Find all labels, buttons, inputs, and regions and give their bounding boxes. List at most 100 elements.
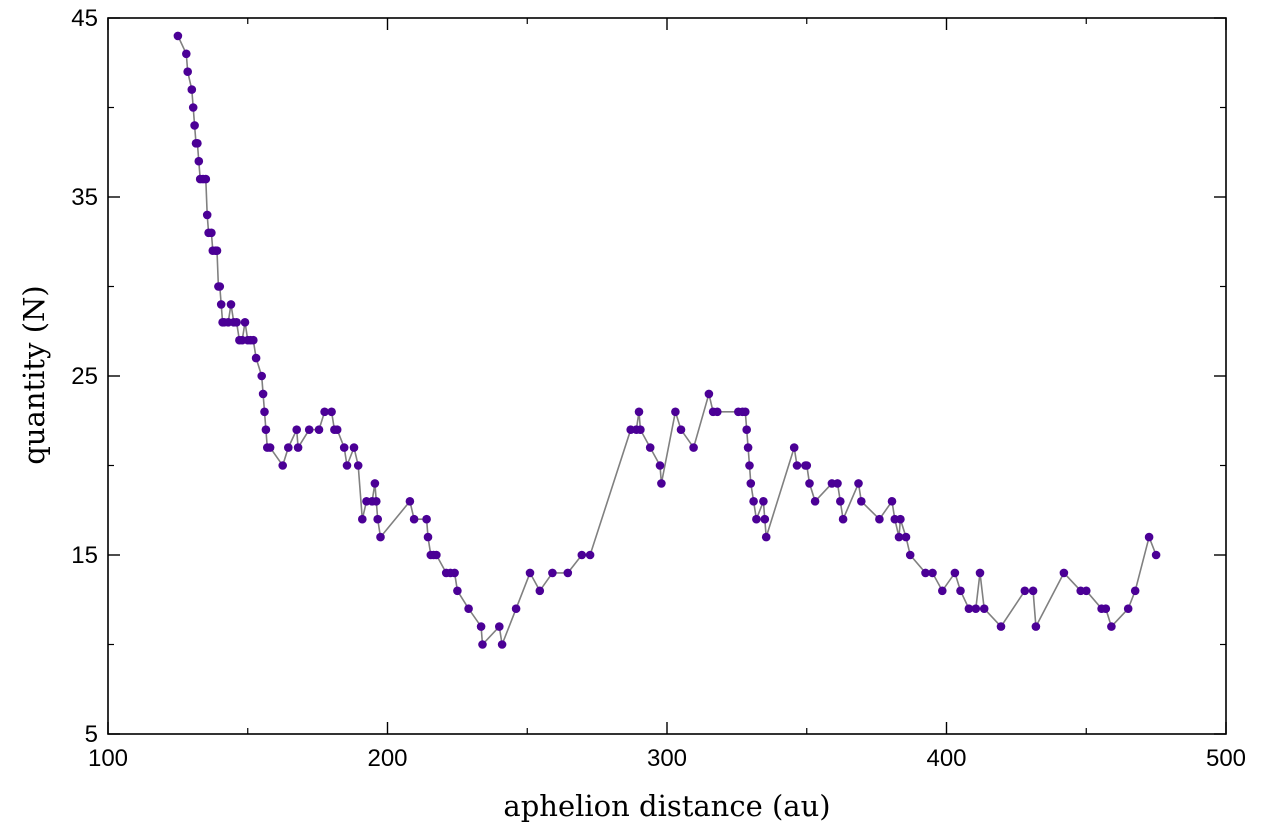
data-point [655,461,665,470]
data-point [741,407,750,417]
data-point [1107,622,1116,631]
data-point [854,479,863,488]
data-point [742,425,751,435]
data-point [187,85,197,94]
data-point [810,497,820,506]
data-point [332,425,342,435]
data-point [339,443,349,452]
data-point [476,622,486,631]
data-points [173,31,1161,649]
data-point [585,550,595,560]
data-point [292,425,302,435]
data-point [372,497,381,506]
x-tick-label: 300 [647,745,687,772]
data-point [887,497,897,506]
data-point [464,604,473,613]
x-tick-label: 200 [367,745,407,772]
data-point [497,640,507,649]
data-point [1151,550,1161,560]
data-point [752,514,761,524]
data-point [342,461,352,470]
y-tick-label: 25 [71,363,98,390]
data-point [353,461,363,470]
data-point [226,300,236,309]
data-point [478,640,487,649]
data-point [240,318,250,327]
data-point [689,443,698,452]
data-point [216,300,226,309]
data-point [358,514,367,524]
data-point [314,425,324,435]
data-point [251,353,261,363]
data-point [636,425,645,435]
data-point [938,586,947,596]
data-point [746,479,756,488]
data-point [921,568,930,578]
data-point [182,49,191,59]
data-point [548,568,557,578]
plot-frame [107,17,1227,735]
data-point [207,228,216,238]
x-tick-label: 500 [1206,745,1246,772]
y-tick-label: 45 [71,5,98,32]
x-tick-labels: 100 200 300 400 500 [88,745,1246,772]
x-tick-label: 100 [88,745,128,772]
data-point [495,622,504,631]
data-point [1082,586,1091,596]
data-point [996,622,1006,631]
data-point [265,443,275,452]
data-point [894,532,904,542]
data-point [405,497,415,506]
data-point [212,246,222,255]
data-point [293,443,303,452]
data-point [1123,604,1133,613]
y-axis-title: quantity (N) [17,285,51,464]
y-tick-label: 15 [71,542,98,569]
data-point [759,497,768,506]
data-point [792,461,802,470]
data-point [304,425,314,435]
data-point [743,443,753,452]
data-point [563,568,573,578]
data-point [857,497,866,506]
data-point [511,604,521,613]
data-point [1144,532,1154,542]
data-point [1028,586,1038,596]
data-point [327,407,336,417]
x-tick-label: 400 [926,745,966,772]
data-point [261,425,271,435]
data-point [422,514,431,524]
data-point [704,389,714,399]
data-point [202,210,212,220]
data-point [201,174,211,184]
data-point [257,371,267,381]
x-ticks [107,18,1227,734]
data-point [194,156,204,166]
data-point [745,461,754,470]
data-point [956,586,965,596]
data-point [577,550,587,560]
data-point [349,443,359,452]
data-point [928,568,937,578]
data-point [215,282,225,291]
y-tick-labels: 5 15 25 35 45 [71,5,98,748]
data-point [232,318,241,327]
data-point [875,514,884,524]
data-point [535,586,545,596]
data-point [671,407,680,417]
y-tick-label: 5 [85,721,98,748]
data-point [645,443,655,452]
y-ticks [108,17,1226,735]
data-point [183,67,192,76]
data-point [749,497,758,506]
data-point [249,335,258,345]
data-point [905,550,915,560]
y-tick-label: 35 [71,184,98,211]
data-point [188,103,198,112]
data-point [634,407,644,417]
data-point [450,568,459,578]
data-point [713,407,722,417]
data-point [1130,586,1140,596]
data-point [950,568,960,578]
